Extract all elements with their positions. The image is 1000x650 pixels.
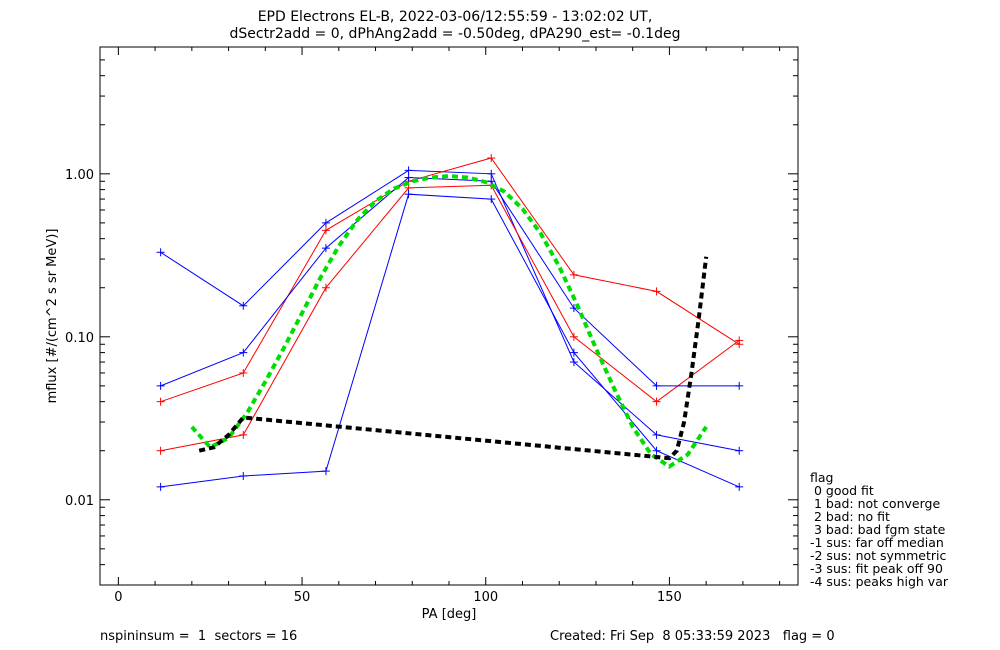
series-point xyxy=(156,446,165,455)
legend-entry: 3 bad: bad fgm state xyxy=(810,522,946,537)
x-axis-label: PA [deg] xyxy=(422,607,477,622)
series-line xyxy=(160,184,740,452)
series-point xyxy=(156,248,165,257)
series-point xyxy=(652,446,661,455)
series-point xyxy=(735,482,744,491)
series-point xyxy=(652,430,661,439)
fit-line xyxy=(198,256,709,461)
series-point xyxy=(321,244,330,253)
footer-left: nspininsum = 1 sectors = 16 xyxy=(100,629,297,644)
series-point xyxy=(321,283,330,292)
series-point xyxy=(735,336,744,345)
series-point xyxy=(487,169,496,178)
fit-line xyxy=(190,173,708,469)
series-point xyxy=(652,287,661,296)
x-axis: 0 50 100 150 xyxy=(114,47,781,605)
series-point xyxy=(404,166,413,175)
y-tick-label: 0.10 xyxy=(65,331,94,346)
legend-entry: -3 sus: fit peak off 90 xyxy=(810,561,943,576)
series-point xyxy=(239,471,248,480)
series-point xyxy=(321,467,330,476)
chart-subtitle: dSectr2add = 0, dPhAng2add = -0.50deg, d… xyxy=(230,26,681,42)
series-layer xyxy=(156,154,744,491)
plot-frame xyxy=(99,46,799,586)
y-tick-label: 1.00 xyxy=(65,168,94,183)
series-point xyxy=(404,173,413,182)
series-point xyxy=(239,368,248,377)
footer-right: Created: Fri Sep 8 05:33:59 2023 flag = … xyxy=(550,629,835,644)
series-point xyxy=(735,446,744,455)
series-point xyxy=(239,348,248,357)
series-point xyxy=(652,381,661,390)
series-point xyxy=(156,381,165,390)
legend-entry: -4 sus: peaks high var xyxy=(810,574,949,589)
y-axis-label: mflux [#/(cm^2 s sr MeV)] xyxy=(45,229,60,404)
y-tick-label: 0.01 xyxy=(65,494,94,509)
legend-entry: -1 sus: far off median xyxy=(810,535,944,550)
series-point xyxy=(239,430,248,439)
series-point xyxy=(487,154,496,163)
y-axis: 0.01 0.10 1.00 xyxy=(65,46,798,586)
series-point xyxy=(652,397,661,406)
series-point xyxy=(239,301,248,310)
series-point xyxy=(735,381,744,390)
series-point xyxy=(569,358,578,367)
legend-entry: 2 bad: no fit xyxy=(810,509,890,524)
series-line xyxy=(160,157,740,403)
series-point xyxy=(321,218,330,227)
series-line xyxy=(160,193,740,488)
series-line xyxy=(160,169,740,452)
series-point xyxy=(569,348,578,357)
series-point xyxy=(404,190,413,199)
x-tick-label: 150 xyxy=(657,590,682,605)
x-tick-label: 100 xyxy=(473,590,498,605)
series-point xyxy=(487,195,496,204)
legend-title: flag xyxy=(810,470,833,485)
series-line xyxy=(160,176,740,387)
legend: flag 0 good fit 1 bad: not converge 2 ba… xyxy=(810,470,949,589)
x-tick-label: 50 xyxy=(294,590,311,605)
series-point xyxy=(569,332,578,341)
series-point xyxy=(156,482,165,491)
chart-title: EPD Electrons EL-B, 2022-03-06/12:55:59 … xyxy=(258,9,653,25)
series-point xyxy=(321,226,330,235)
fit-layer xyxy=(190,173,709,469)
legend-entry: 1 bad: not converge xyxy=(810,496,940,511)
series-point xyxy=(569,270,578,279)
series-point xyxy=(156,397,165,406)
legend-entry: 0 good fit xyxy=(810,483,874,498)
x-tick-label: 0 xyxy=(114,590,122,605)
legend-entry: -2 sus: not symmetric xyxy=(810,548,946,563)
